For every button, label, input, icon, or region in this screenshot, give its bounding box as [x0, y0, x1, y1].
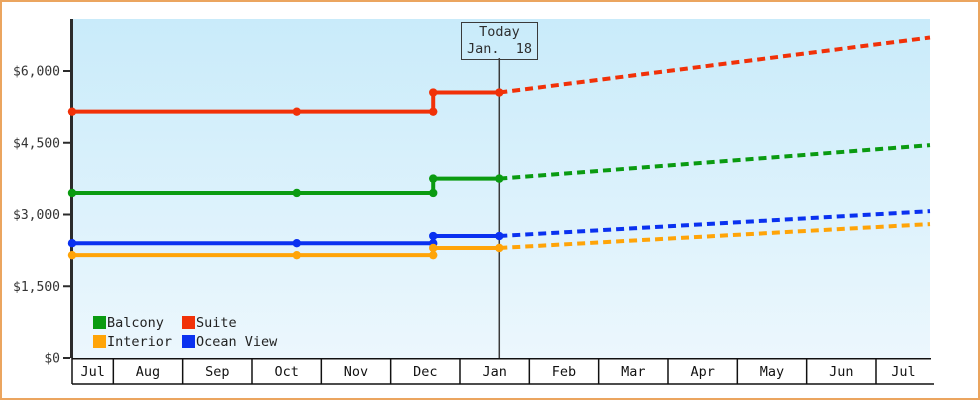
legend: Balcony Suite Interior Ocean View [93, 313, 277, 351]
month-label: Dec [413, 364, 437, 380]
y-axis-label: $3,000 [13, 208, 60, 223]
data-point-marker [495, 231, 504, 241]
data-point-marker [429, 188, 438, 198]
data-point-marker [292, 239, 301, 248]
legend-item-interior: Interior [93, 334, 182, 350]
legend-label-ocean-view: Ocean View [196, 333, 278, 350]
month-label: Jul [80, 364, 104, 380]
month-label: Feb [552, 364, 576, 380]
month-label: Mar [621, 364, 645, 380]
month-label: Sep [205, 364, 229, 380]
ocean-view-color-swatch-icon [182, 335, 195, 348]
today-flag: Today Jan. 18 [461, 22, 538, 60]
month-label: Nov [344, 364, 368, 380]
legend-item-ocean-view: Ocean View [182, 334, 277, 350]
legend-label-balcony: Balcony [107, 314, 164, 331]
data-point-marker [67, 250, 77, 260]
data-point-marker [429, 231, 438, 241]
month-label: Oct [274, 364, 298, 380]
month-label: Jan [482, 364, 506, 380]
price-forecast-line [499, 209, 931, 239]
price-forecast-line [499, 143, 931, 181]
data-point-marker [67, 107, 77, 116]
interior-color-swatch-icon [93, 335, 106, 348]
y-axis-label: $4,500 [13, 136, 60, 151]
legend-label-suite: Suite [196, 314, 237, 331]
data-point-marker [292, 107, 301, 116]
balcony-color-swatch-icon [93, 316, 106, 329]
legend-item-suite: Suite [182, 315, 237, 331]
series-ocean-view [67, 209, 931, 248]
data-point-marker [429, 250, 438, 260]
price-forecast-line [499, 222, 931, 250]
data-point-marker [495, 243, 504, 253]
series-suite [67, 35, 931, 116]
data-point-marker [495, 88, 504, 97]
price-forecast-line [499, 35, 931, 95]
x-axis-months: Jul Aug Sep Oct Nov Dec Jan Feb Mar Apr May Jun Jul [71, 358, 934, 385]
legend-item-balcony: Balcony [93, 315, 182, 331]
data-point-marker [292, 250, 301, 260]
month-label: Jul [891, 364, 915, 380]
series-balcony [67, 143, 931, 198]
data-point-marker [495, 174, 504, 183]
month-label: Jun [829, 364, 853, 380]
data-point-marker [429, 88, 438, 97]
data-point-marker [429, 243, 438, 253]
month-label: May [760, 364, 784, 380]
legend-row: Balcony Suite [93, 313, 277, 332]
data-point-marker [429, 107, 438, 116]
today-flag-line2: Jan. 18 [466, 41, 533, 57]
y-axis-label: $6,000 [13, 65, 60, 80]
plot-background [72, 19, 930, 358]
y-axis-label: $1,500 [13, 280, 60, 295]
month-label: Apr [690, 364, 714, 380]
data-point-marker [429, 174, 438, 183]
legend-row: Interior Ocean View [93, 332, 277, 351]
legend-label-interior: Interior [107, 333, 173, 350]
data-point-marker [67, 188, 77, 198]
data-point-marker [67, 239, 77, 248]
series-interior [67, 222, 931, 260]
data-point-marker [292, 188, 301, 198]
y-axis-label: $0 [44, 352, 60, 367]
suite-color-swatch-icon [182, 316, 195, 329]
y-axis: $6,000 $4,500 $3,000 $1,500 $0 [13, 19, 73, 367]
month-label: Aug [136, 364, 160, 380]
today-flag-line1: Today [479, 24, 520, 40]
